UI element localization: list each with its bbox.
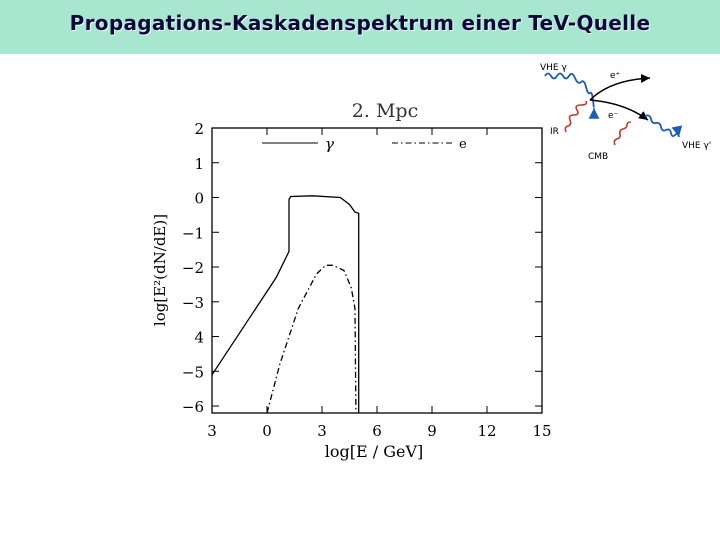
- y-tick-label: −2: [182, 259, 204, 277]
- diagram-label-ir: IR: [550, 127, 559, 137]
- series-electron-line: [266, 264, 357, 414]
- legend-gamma-label: γ: [325, 135, 334, 153]
- x-tick-label: 3: [317, 422, 327, 440]
- y-tick-label: 4: [194, 329, 204, 347]
- chart-title: 2. Mpc: [352, 100, 418, 122]
- x-tick-label: 0: [262, 422, 272, 440]
- y-tick-label: 0: [194, 190, 204, 208]
- cmb-photon: [613, 121, 632, 146]
- diagram-label-positron: e⁺: [610, 71, 621, 81]
- y-tick-label: −5: [182, 363, 204, 381]
- x-tick-label: 9: [427, 422, 437, 440]
- y-tick-label: 2: [194, 120, 204, 138]
- series-gamma-line: [211, 195, 360, 413]
- outgoing-vhe-photon: [644, 114, 683, 138]
- cascade-diagram: VHE γ e⁺ e⁻ IR CMB VHE γ': [540, 63, 711, 162]
- x-axis-label: log[E / GeV]: [325, 442, 424, 461]
- incoming-vhe-photon: [544, 72, 600, 119]
- diagram-label-cmb: CMB: [588, 152, 608, 162]
- slide-title: Propagations-Kaskadenspektrum einer TeV-…: [69, 11, 651, 35]
- y-axis-label: log[E²(dN/dE)]: [151, 214, 169, 326]
- diagram-label-vhe-in: VHE γ: [540, 63, 567, 73]
- diagram-label-vhe-out: VHE γ': [682, 141, 711, 151]
- ir-photon: [564, 100, 588, 133]
- positron-track: [589, 73, 651, 101]
- diagram-label-electron: e⁻: [608, 111, 619, 121]
- legend-e-label: e: [459, 137, 467, 152]
- electron-track: [589, 99, 649, 121]
- y-tick-label: 1: [194, 155, 204, 173]
- x-tick-label: 3: [207, 422, 217, 440]
- x-tick-label: 15: [532, 422, 551, 440]
- title-bar: [0, 0, 720, 54]
- y-tick-label: −1: [182, 224, 204, 242]
- y-tick-label: −6: [182, 398, 204, 416]
- y-tick-label: −3: [182, 294, 204, 312]
- x-tick-label: 12: [477, 422, 496, 440]
- plot-frame: [211, 127, 543, 414]
- x-tick-label: 6: [372, 422, 382, 440]
